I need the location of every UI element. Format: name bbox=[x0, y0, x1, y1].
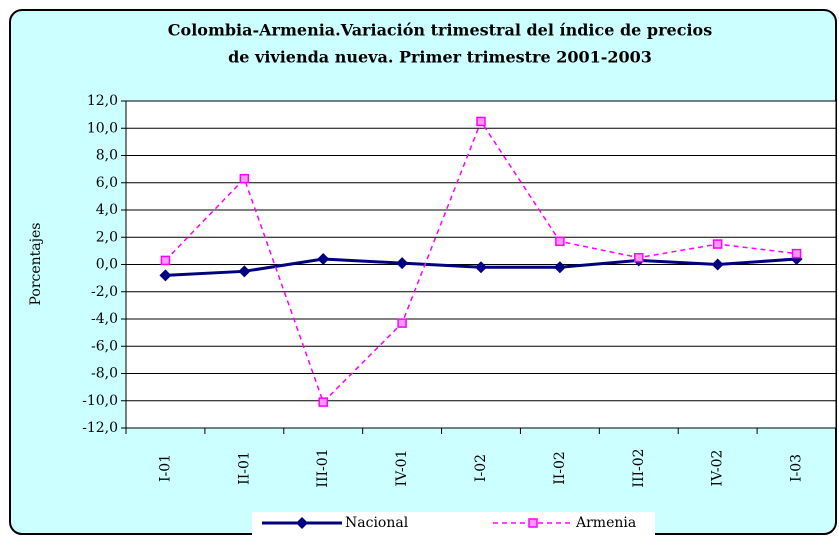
data-point bbox=[791, 248, 802, 259]
y-tick-label: -2,0 bbox=[91, 284, 118, 300]
data-point bbox=[790, 253, 803, 266]
y-tick-label: 2,0 bbox=[96, 229, 118, 245]
x-tick-label: IV-01 bbox=[394, 450, 410, 487]
data-point bbox=[396, 257, 409, 270]
y-tick-label: 12,0 bbox=[87, 93, 118, 109]
x-tick-label: III-01 bbox=[315, 448, 331, 487]
data-point bbox=[239, 173, 250, 184]
y-axis-label: Porcentajes bbox=[28, 223, 44, 306]
x-tick-label: III-02 bbox=[631, 448, 647, 487]
y-tick-label: -6,0 bbox=[91, 338, 118, 354]
chart-title: de vivienda nueva. Primer trimestre 2001… bbox=[228, 48, 652, 67]
x-tick-label: I-01 bbox=[157, 454, 173, 482]
data-point bbox=[553, 261, 566, 274]
data-point bbox=[317, 253, 330, 266]
legend-label: Armenia bbox=[575, 515, 636, 531]
x-tick-label: I-02 bbox=[473, 454, 489, 482]
chart-title: Colombia-Armenia.Variación trimestral de… bbox=[168, 21, 712, 40]
x-tick-label: II-02 bbox=[552, 451, 568, 485]
y-tick-label: -12,0 bbox=[82, 420, 118, 436]
x-tick-label: I-03 bbox=[789, 454, 805, 482]
data-point bbox=[159, 269, 172, 282]
y-tick-label: 8,0 bbox=[96, 148, 118, 164]
y-tick-label: -4,0 bbox=[91, 311, 118, 327]
data-point bbox=[160, 255, 171, 266]
y-tick-label: 4,0 bbox=[96, 202, 118, 218]
legend bbox=[252, 512, 655, 535]
data-point bbox=[712, 239, 723, 249]
x-tick-label: II-01 bbox=[236, 451, 252, 485]
legend-label: Nacional bbox=[345, 515, 409, 531]
y-tick-label: -8,0 bbox=[91, 366, 118, 382]
y-tick-label: 0,0 bbox=[96, 257, 118, 273]
y-tick-label: 10,0 bbox=[87, 120, 118, 136]
data-point bbox=[476, 116, 486, 127]
y-tick-label: 6,0 bbox=[96, 175, 118, 191]
legend-marker bbox=[296, 517, 308, 529]
data-point bbox=[555, 236, 565, 247]
data-point bbox=[711, 258, 724, 271]
x-tick-label: IV-02 bbox=[710, 450, 726, 487]
data-point bbox=[238, 265, 251, 278]
legend-marker bbox=[528, 518, 538, 528]
data-point bbox=[397, 318, 407, 328]
data-point bbox=[634, 252, 644, 263]
plot-border bbox=[125, 100, 837, 429]
data-point bbox=[318, 397, 328, 407]
data-point bbox=[475, 261, 487, 274]
y-tick-label: -10,0 bbox=[82, 393, 118, 409]
